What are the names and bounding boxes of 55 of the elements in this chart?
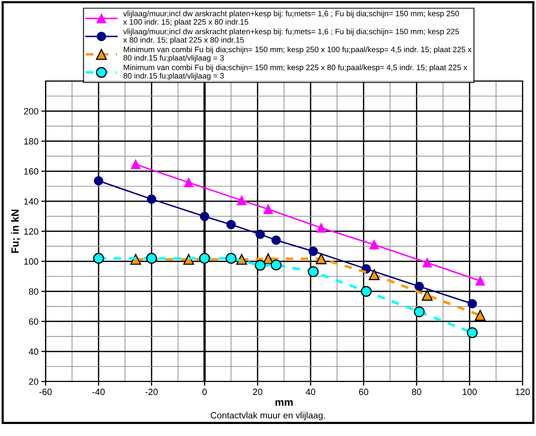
point — [360, 286, 372, 297]
y-tick-label: 20 — [29, 378, 38, 385]
x-tick-label: -60 — [39, 388, 52, 396]
point — [93, 252, 104, 264]
point — [184, 178, 194, 188]
point — [474, 310, 486, 321]
point — [183, 254, 194, 265]
point — [475, 276, 485, 286]
point — [466, 327, 478, 338]
x-tick-label: 80 — [412, 388, 422, 396]
point — [468, 298, 477, 308]
point — [226, 220, 236, 230]
point — [316, 223, 326, 233]
point — [199, 252, 210, 264]
x-tick-label: -20 — [145, 388, 158, 396]
point — [270, 260, 282, 270]
point — [308, 266, 319, 278]
y-tick-label: 80 — [28, 288, 38, 295]
y-tick-label: 140 — [24, 198, 38, 205]
point — [414, 282, 424, 292]
point — [94, 176, 104, 186]
y-tick-label: 200 — [24, 108, 38, 114]
x-tick-label: 0 — [202, 388, 207, 396]
point — [146, 194, 156, 204]
point — [414, 306, 425, 318]
x-tick-label: 120 — [516, 388, 530, 396]
text: Contactvlak muur en vlijlaag. — [210, 412, 325, 420]
point — [271, 235, 281, 245]
x-axis-title: mm — [276, 400, 293, 406]
x-tick-label: 40 — [306, 388, 316, 396]
y-tick-label: 100 — [24, 258, 38, 265]
point — [236, 196, 246, 206]
point — [308, 246, 318, 256]
point — [369, 240, 379, 250]
y-tick-label: 40 — [28, 348, 38, 355]
y-tick-label: 60 — [29, 318, 38, 325]
point — [422, 258, 432, 268]
point — [130, 160, 140, 170]
y-tick-label: 180 — [24, 138, 38, 145]
point — [200, 212, 210, 222]
y-axis-title: Fu; in kN — [11, 210, 20, 253]
x-tick-label: -40 — [92, 388, 105, 396]
point — [422, 290, 433, 301]
x-tick-label: 100 — [462, 388, 477, 396]
point — [368, 269, 380, 280]
point — [256, 230, 265, 240]
point — [146, 252, 157, 264]
x-tick-label: 60 — [359, 388, 368, 396]
point — [226, 252, 236, 264]
y-tick-label: 120 — [24, 228, 38, 235]
point — [254, 260, 266, 271]
y-tick-label: 160 — [24, 168, 38, 175]
x-tick-label: 20 — [253, 388, 262, 396]
point — [316, 253, 327, 264]
point — [263, 204, 273, 214]
